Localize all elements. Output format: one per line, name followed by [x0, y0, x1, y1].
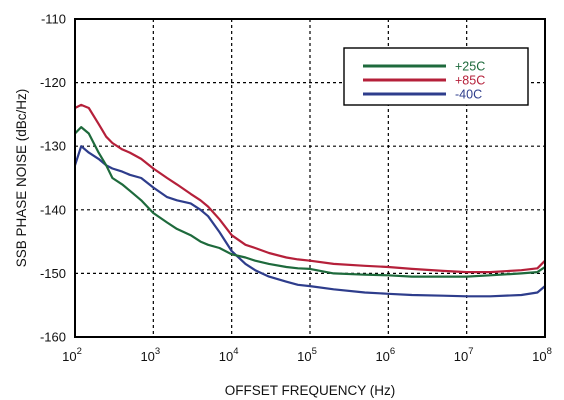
x-tick-label: 104: [219, 346, 239, 364]
y-tick-label: -140: [40, 202, 66, 217]
y-tick-label: -160: [40, 330, 66, 345]
tick-labels: 102 103 104 105 106 107 108 -110 -120 -130 -140 -15…: [40, 12, 552, 365]
legend: +25C+85C-40C: [343, 47, 529, 106]
x-tick-label: 105: [297, 346, 317, 364]
y-tick-label: -120: [40, 75, 66, 90]
series-line: [73, 145, 546, 298]
x-tick-label: 106: [375, 346, 395, 364]
y-tick-label: -130: [40, 139, 66, 154]
legend-box: [343, 47, 529, 106]
x-tick-label: 103: [140, 346, 160, 364]
x-tick-label: 102: [62, 346, 82, 364]
series-line: [74, 103, 546, 274]
series-line: [74, 125, 546, 278]
x-tick-label: 107: [454, 346, 474, 364]
x-tick-label: 108: [532, 346, 552, 364]
legend-label: -40C: [455, 88, 482, 102]
series-lines: [73, 103, 546, 298]
plot-frame: [74, 18, 546, 338]
legend-entries: +25C+85C-40C: [363, 60, 485, 102]
x-axis-title: OFFSET FREQUENCY (Hz): [225, 383, 396, 398]
y-tick-label: -110: [41, 12, 66, 27]
y-axis-title: SSB PHASE NOISE (dBc/Hz): [14, 89, 29, 268]
y-tick-label: -150: [40, 266, 66, 281]
legend-label: +25C: [455, 60, 485, 74]
legend-label: +85C: [455, 74, 485, 88]
